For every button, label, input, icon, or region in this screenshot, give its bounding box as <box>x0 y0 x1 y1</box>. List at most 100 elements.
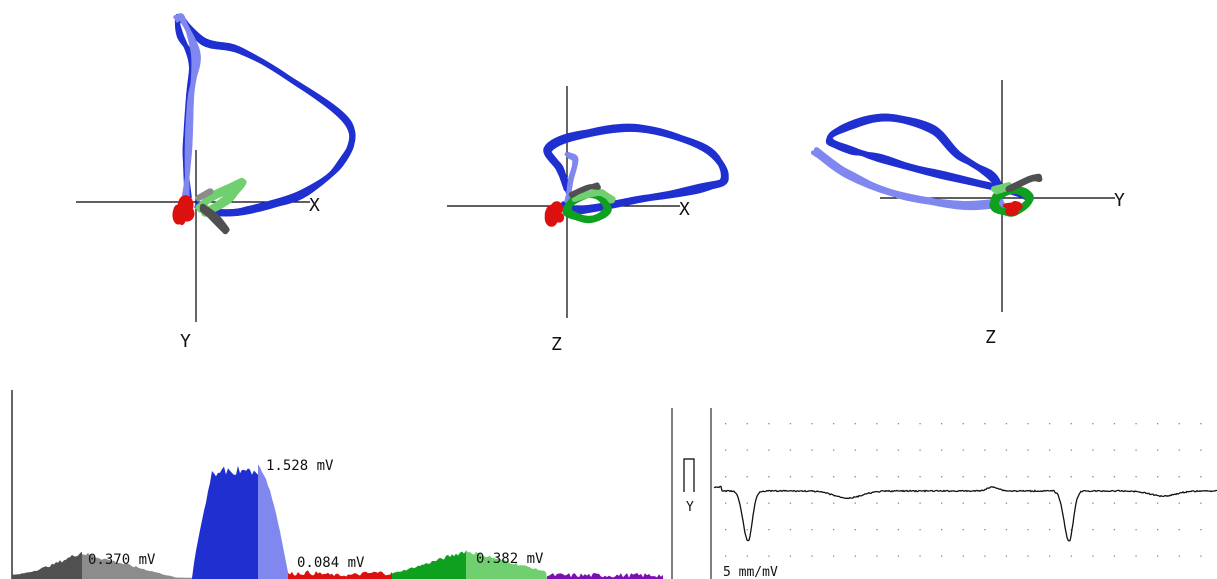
frontal-x-axis-label: X <box>309 195 320 216</box>
ecg-grid-dot <box>1092 423 1094 425</box>
ecg-grid-dot <box>854 529 856 531</box>
ecg-grid-dot <box>1157 555 1159 557</box>
ecg-grid-dot <box>1027 529 1029 531</box>
magnitude-area-red <box>288 570 392 579</box>
ecg-grid-dot <box>1005 502 1008 504</box>
ecg-grid-dot <box>876 502 878 504</box>
ecg-grid-dot <box>1092 502 1094 504</box>
ecg-grid-dot <box>1200 555 1202 557</box>
ecg-grid-dot <box>984 449 986 451</box>
frontal-qrs-loop <box>174 15 356 214</box>
ecg-grid-dot <box>1135 449 1137 451</box>
sagittal-offset-segment <box>1005 173 1042 193</box>
ecg-grid-dot <box>962 529 964 531</box>
ecg-grid-dot <box>941 476 943 478</box>
ecg-grid-dot <box>1113 449 1116 451</box>
ecg-grid-dot <box>897 529 900 531</box>
ecg-grid-dot <box>1200 449 1202 451</box>
sagittal-t-loop <box>993 186 1034 217</box>
ecg-grid-dot <box>1178 449 1180 451</box>
frontal-qrs-loop <box>175 17 355 213</box>
frontal-loop-traces <box>172 13 356 235</box>
ecg-grid-dot <box>854 423 856 425</box>
ecg-grid-dot <box>876 529 878 531</box>
horizontal-x-axis-label: X <box>679 199 690 220</box>
ecg-grid-dot <box>725 449 727 451</box>
ecg-grid-dot <box>1070 449 1072 451</box>
ecg-grid-dot <box>941 529 943 531</box>
ecg-grid-dot <box>833 502 835 504</box>
frontal-qrs-initial-limb <box>176 13 196 199</box>
ecg-lead-label: Y <box>686 500 694 515</box>
magnitude-area-light-green <box>466 549 547 579</box>
ecg-grid-dot <box>984 529 986 531</box>
ecg-grid-dot <box>897 502 900 504</box>
magnitude-area-dark-gray <box>12 551 82 579</box>
ecg-grid-dot <box>984 555 986 557</box>
ecg-grid-dot <box>941 449 943 451</box>
frontal-t-loop <box>195 178 245 217</box>
ecg-grid-dot <box>1027 449 1029 451</box>
ecg-grid-dot <box>1092 449 1094 451</box>
ecg-grid-dot <box>962 502 964 504</box>
ecg-grid-dot <box>833 423 835 425</box>
ecg-grid-dot <box>1178 555 1180 557</box>
frontal-offset-segment <box>201 205 227 233</box>
ecg-grid-dot <box>833 449 835 451</box>
ecg-grid-dot <box>1135 529 1137 531</box>
ecg-grid-dot <box>725 555 727 557</box>
ecg-grid-dot <box>746 449 748 451</box>
ecg-grid-dot <box>919 502 921 504</box>
ecg-grid-dot <box>1157 502 1159 504</box>
ecg-grid-dot <box>1049 423 1051 425</box>
sagittal-z-axis-label: Z <box>985 327 996 348</box>
ecg-grid-dot <box>962 476 964 478</box>
ecg-grid-dot <box>897 476 900 478</box>
ecg-grid-dot <box>1135 423 1137 425</box>
ecg-grid-dot <box>919 555 921 557</box>
ecg-trace-line <box>713 485 1217 542</box>
ecg-grid-dot <box>984 502 986 504</box>
ecg-grid-dot <box>1178 529 1180 531</box>
magnitude-area-light-blue <box>258 464 288 579</box>
ecg-grid-dot <box>962 423 964 425</box>
ecg-grid-dot <box>833 476 835 478</box>
ecg-grid-dot <box>1005 555 1008 557</box>
ecg-grid-dot <box>1113 502 1116 504</box>
ecg-scale-label: 5 mm/mV <box>723 565 778 579</box>
ecg-grid-dot <box>897 449 900 451</box>
ecg-grid-dot <box>1157 423 1159 425</box>
ecg-grid-dot <box>746 502 748 504</box>
horizontal-z-axis-label: Z <box>551 334 562 355</box>
ecg-grid-dot <box>746 529 748 531</box>
ecg-grid-dot <box>1113 423 1116 425</box>
magnitude-label-3: 0.382 mV <box>476 551 544 567</box>
ecg-grid-dot <box>1005 423 1008 425</box>
ecg-grid-dot <box>1005 529 1008 531</box>
ecg-grid-dot <box>789 529 792 531</box>
ecg-grid-dot <box>1049 555 1051 557</box>
ecg-grid-dot <box>1092 529 1094 531</box>
ecg-grid-dot <box>1027 555 1029 557</box>
ecg-grid-dot <box>1049 449 1051 451</box>
magnitude-label-2: 0.084 mV <box>297 555 365 571</box>
ecg-grid-dot <box>1113 476 1116 478</box>
sagittal-loop-traces <box>810 113 1043 217</box>
ecg-grid-dot <box>1049 502 1051 504</box>
ecg-grid-dot <box>789 476 792 478</box>
frontal-qrs-loop <box>176 16 355 217</box>
ecg-grid-dot <box>1157 449 1159 451</box>
ecg-grid-dot <box>768 449 770 451</box>
ecg-grid-dot <box>876 449 878 451</box>
magnitude-area-panel: 0.370 mV 1.528 mV 0.084 mV 0.382 mV <box>11 390 663 579</box>
horizontal-offset-segment <box>569 184 601 198</box>
magnitude-label-0: 0.370 mV <box>88 552 156 568</box>
ecg-grid-dot <box>854 449 856 451</box>
horizontal-loop-traces <box>543 123 729 227</box>
ecg-grid-dot <box>1200 529 1202 531</box>
ecg-grid-dot <box>1027 423 1029 425</box>
ecg-grid-dot <box>1157 529 1159 531</box>
ecg-grid-dot <box>768 555 770 557</box>
frontal-qrs-loop <box>174 18 355 216</box>
ecg-grid-dot <box>854 502 856 504</box>
